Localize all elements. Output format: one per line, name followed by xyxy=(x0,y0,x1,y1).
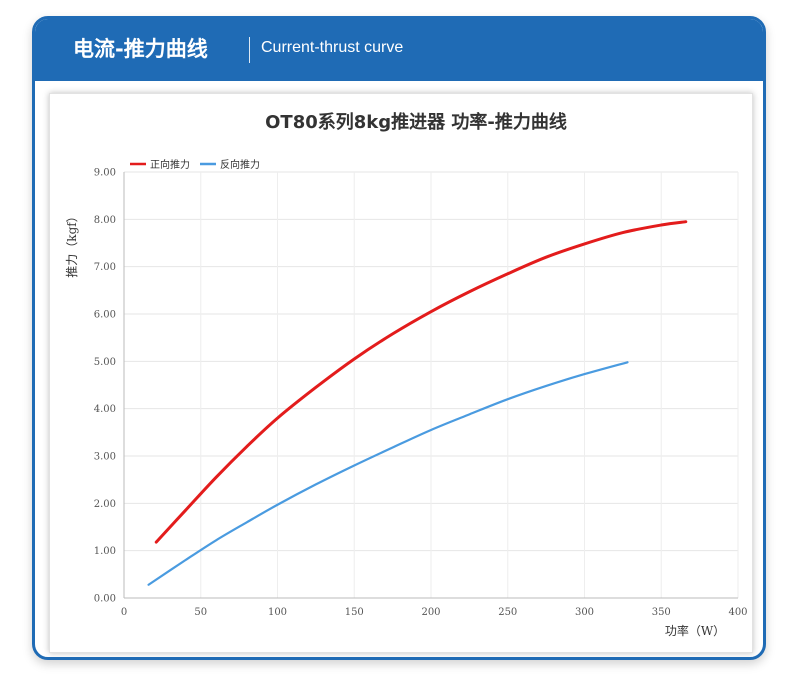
chart-title: OT80系列8kg推进器 功率-推力曲线 xyxy=(265,111,567,133)
y-tick-label: 9.00 xyxy=(94,168,116,179)
x-tick-label: 50 xyxy=(194,607,207,618)
chart-card: 电流-推力曲线 Current-thrust curve OT80系列8kg推进… xyxy=(32,16,766,660)
legend-label-reverse: 反向推力 xyxy=(220,158,260,171)
x-tick-label: 0 xyxy=(121,607,127,618)
x-tick-label: 300 xyxy=(575,607,594,618)
header-bar: 电流-推力曲线 Current-thrust curve xyxy=(35,19,763,81)
y-ticks: 0.00 1.00 2.00 3.00 4.00 5.00 6.00 7.00 8.00 9.00 xyxy=(94,168,116,605)
y-tick-label: 0.00 xyxy=(94,594,116,605)
x-ticks: 0 50 100 150 200 250 300 350 400 xyxy=(121,607,748,618)
x-tick-label: 150 xyxy=(345,607,364,618)
y-tick-label: 8.00 xyxy=(94,215,116,226)
series-line-forward xyxy=(154,220,688,544)
x-tick-label: 100 xyxy=(268,607,287,618)
y-tick-label: 3.00 xyxy=(94,452,116,463)
x-tick-label: 250 xyxy=(498,607,517,618)
header-title-en: Current-thrust curve xyxy=(261,39,404,56)
legend-label-forward: 正向推力 xyxy=(150,158,190,171)
y-tick-label: 4.00 xyxy=(94,404,116,415)
x-axis-label: 功率（W） xyxy=(665,623,725,638)
header-title-cn: 电流-推力曲线 xyxy=(73,37,208,61)
chart-panel: OT80系列8kg推进器 功率-推力曲线 正向推力 反向推力 0.00 1.00 2… xyxy=(49,93,753,653)
legend: 正向推力 反向推力 xyxy=(130,158,260,171)
y-tick-label: 1.00 xyxy=(94,546,116,557)
series-lines xyxy=(147,220,688,586)
x-tick-label: 400 xyxy=(728,607,747,618)
y-axis-label: 推力（kgf） xyxy=(65,210,79,277)
y-tick-label: 2.00 xyxy=(94,499,116,510)
y-tick-label: 6.00 xyxy=(94,310,116,321)
x-tick-label: 200 xyxy=(421,607,440,618)
y-tick-label: 7.00 xyxy=(94,262,116,273)
header-divider xyxy=(249,37,250,63)
series-line-reverse xyxy=(147,361,629,586)
grid xyxy=(123,171,739,599)
chart-svg: OT80系列8kg推进器 功率-推力曲线 正向推力 反向推力 0.00 1.00 2… xyxy=(65,111,748,638)
x-tick-label: 350 xyxy=(652,607,671,618)
y-tick-label: 5.00 xyxy=(94,357,116,368)
